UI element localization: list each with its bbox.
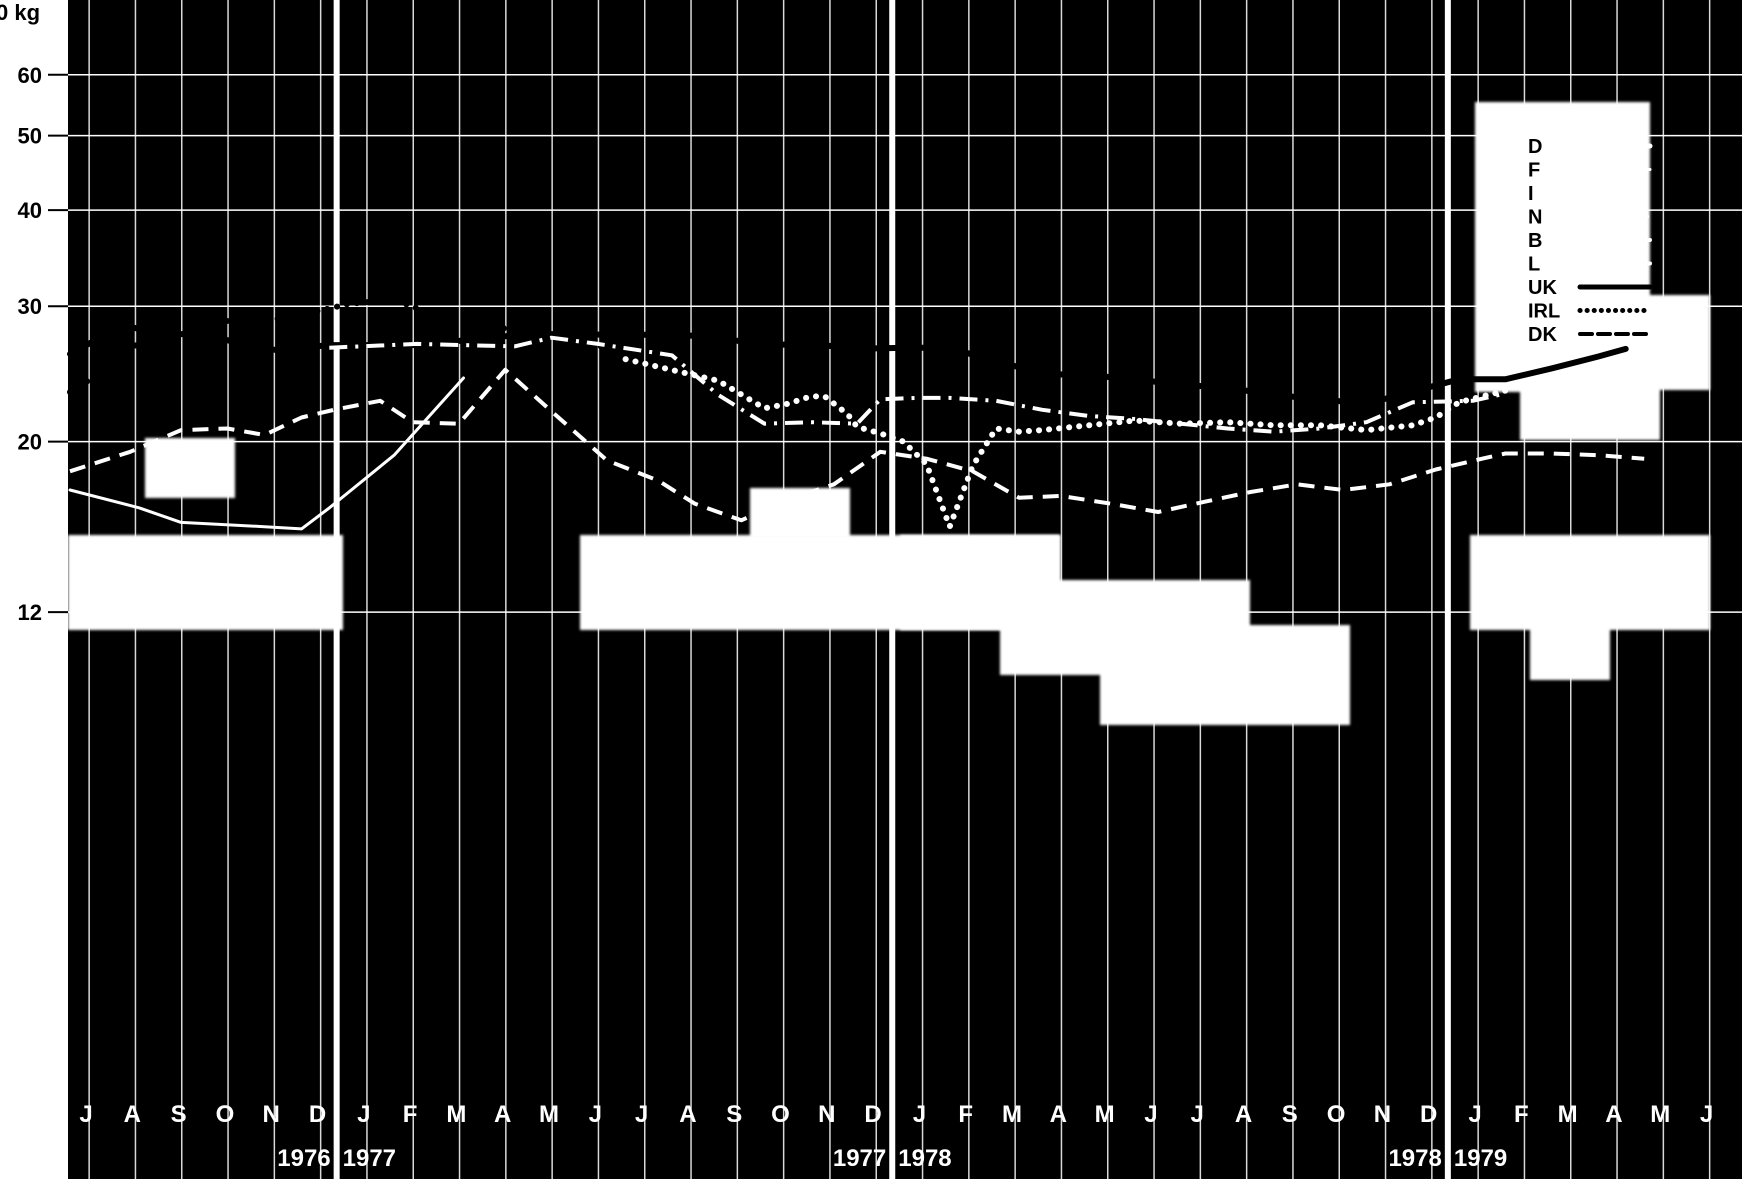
legend-label: B <box>1528 230 1542 252</box>
legend-label: D <box>1528 136 1542 158</box>
legend-label: F <box>1528 160 1540 182</box>
series-line-irl-2 <box>622 356 1509 530</box>
month-label: J <box>1144 1101 1157 1128</box>
month-label: N <box>1374 1101 1391 1128</box>
x-axis: J A S O N D J F M A M J J A S O N D J F M A M J J A S O N D J F M A M J1976… <box>79 1101 1713 1172</box>
series-line-f-5 <box>68 376 465 531</box>
month-label: D <box>309 1101 326 1128</box>
y-axis: 0 kg 60 50 40 30 20 12 <box>0 0 68 625</box>
month-label: F <box>958 1101 973 1128</box>
y-tick-label: 12 <box>18 600 42 625</box>
white-patches <box>68 102 1710 725</box>
month-label: S <box>171 1101 187 1128</box>
month-label: D <box>864 1101 881 1128</box>
legend-label: UK <box>1528 277 1557 299</box>
legend-label: DK <box>1528 324 1557 346</box>
month-label: M <box>1558 1101 1578 1128</box>
year-label: 1979 <box>1454 1145 1507 1172</box>
series-line-n-4 <box>329 335 1506 434</box>
series-line-dk-3 <box>69 367 1645 523</box>
month-label: A <box>679 1101 696 1128</box>
series-line-uk-0 <box>67 323 1629 407</box>
year-label: 1978 <box>898 1145 951 1172</box>
month-label: A <box>1235 1101 1252 1128</box>
month-label: J <box>913 1101 926 1128</box>
month-label: M <box>1650 1101 1670 1128</box>
month-label: S <box>726 1101 742 1128</box>
year-label: 1978 <box>1388 1145 1441 1172</box>
legend-label: IRL <box>1528 301 1560 323</box>
month-label: A <box>1605 1101 1622 1128</box>
month-label: O <box>771 1101 790 1128</box>
year-label: 1977 <box>343 1145 396 1172</box>
month-label: A <box>1050 1101 1067 1128</box>
month-label: A <box>494 1101 511 1128</box>
year-label: 1977 <box>833 1145 886 1172</box>
month-label: O <box>216 1101 235 1128</box>
month-label: A <box>124 1101 141 1128</box>
month-label: M <box>539 1101 559 1128</box>
white-patch <box>68 535 343 630</box>
month-label: D <box>1420 1101 1437 1128</box>
month-label: F <box>403 1101 418 1128</box>
white-patch <box>1620 295 1710 390</box>
y-tick-label: 30 <box>18 294 42 319</box>
month-label: F <box>1514 1101 1529 1128</box>
series-line-irl-1 <box>67 296 629 396</box>
month-label: M <box>1095 1101 1115 1128</box>
white-patch <box>1470 535 1710 630</box>
month-label: N <box>818 1101 835 1128</box>
month-label: O <box>1327 1101 1346 1128</box>
month-label: J <box>589 1101 602 1128</box>
white-patch <box>750 488 850 538</box>
y-tick-label: 60 <box>18 63 42 88</box>
white-patch <box>145 438 235 498</box>
legend-label: L <box>1528 254 1540 276</box>
month-label: J <box>1468 1101 1481 1128</box>
legend-label: N <box>1528 207 1542 229</box>
grid <box>68 0 1742 1179</box>
month-label: J <box>1700 1101 1713 1128</box>
month-label: N <box>263 1101 280 1128</box>
white-patch <box>1100 625 1350 725</box>
month-label: J <box>79 1101 92 1128</box>
month-label: J <box>1191 1101 1204 1128</box>
y-tick-label: 50 <box>18 124 42 149</box>
month-label: S <box>1282 1101 1298 1128</box>
y-tick-label: 20 <box>18 430 42 455</box>
series-layer <box>67 296 1645 531</box>
month-label: J <box>357 1101 370 1128</box>
month-label: J <box>635 1101 648 1128</box>
unit-label: 0 kg <box>0 0 40 25</box>
legend-label: I <box>1528 183 1534 205</box>
month-label: M <box>1002 1101 1022 1128</box>
y-tick-label: 40 <box>18 198 42 223</box>
year-label: 1976 <box>277 1145 330 1172</box>
month-label: M <box>446 1101 466 1128</box>
